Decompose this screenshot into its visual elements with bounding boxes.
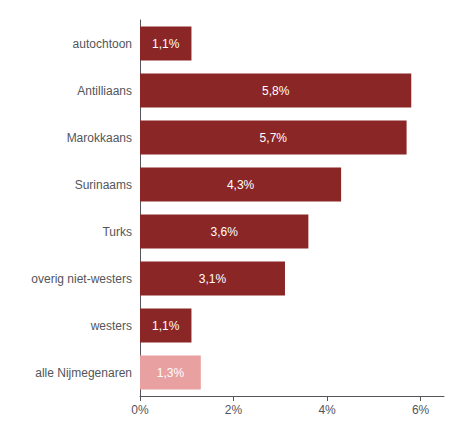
svg-text:westers: westers xyxy=(90,319,132,333)
svg-text:alle Nijmegenaren: alle Nijmegenaren xyxy=(35,366,132,380)
svg-text:4%: 4% xyxy=(318,403,336,417)
svg-text:3,6%: 3,6% xyxy=(211,225,239,239)
svg-text:3,1%: 3,1% xyxy=(199,272,227,286)
svg-text:Antilliaans: Antilliaans xyxy=(77,84,132,98)
svg-text:1,1%: 1,1% xyxy=(152,319,180,333)
svg-text:Turks: Turks xyxy=(102,225,132,239)
svg-text:Marokkaans: Marokkaans xyxy=(67,131,132,145)
svg-text:0%: 0% xyxy=(131,403,149,417)
svg-text:4,3%: 4,3% xyxy=(227,178,255,192)
svg-text:Surinaams: Surinaams xyxy=(75,178,132,192)
svg-text:5,8%: 5,8% xyxy=(262,84,290,98)
svg-text:2%: 2% xyxy=(225,403,243,417)
svg-text:1,1%: 1,1% xyxy=(152,37,180,51)
svg-text:overig niet-westers: overig niet-westers xyxy=(31,272,132,286)
svg-text:autochtoon: autochtoon xyxy=(73,37,132,51)
svg-text:6%: 6% xyxy=(412,403,430,417)
svg-text:5,7%: 5,7% xyxy=(260,131,288,145)
svg-text:1,3%: 1,3% xyxy=(157,366,185,380)
